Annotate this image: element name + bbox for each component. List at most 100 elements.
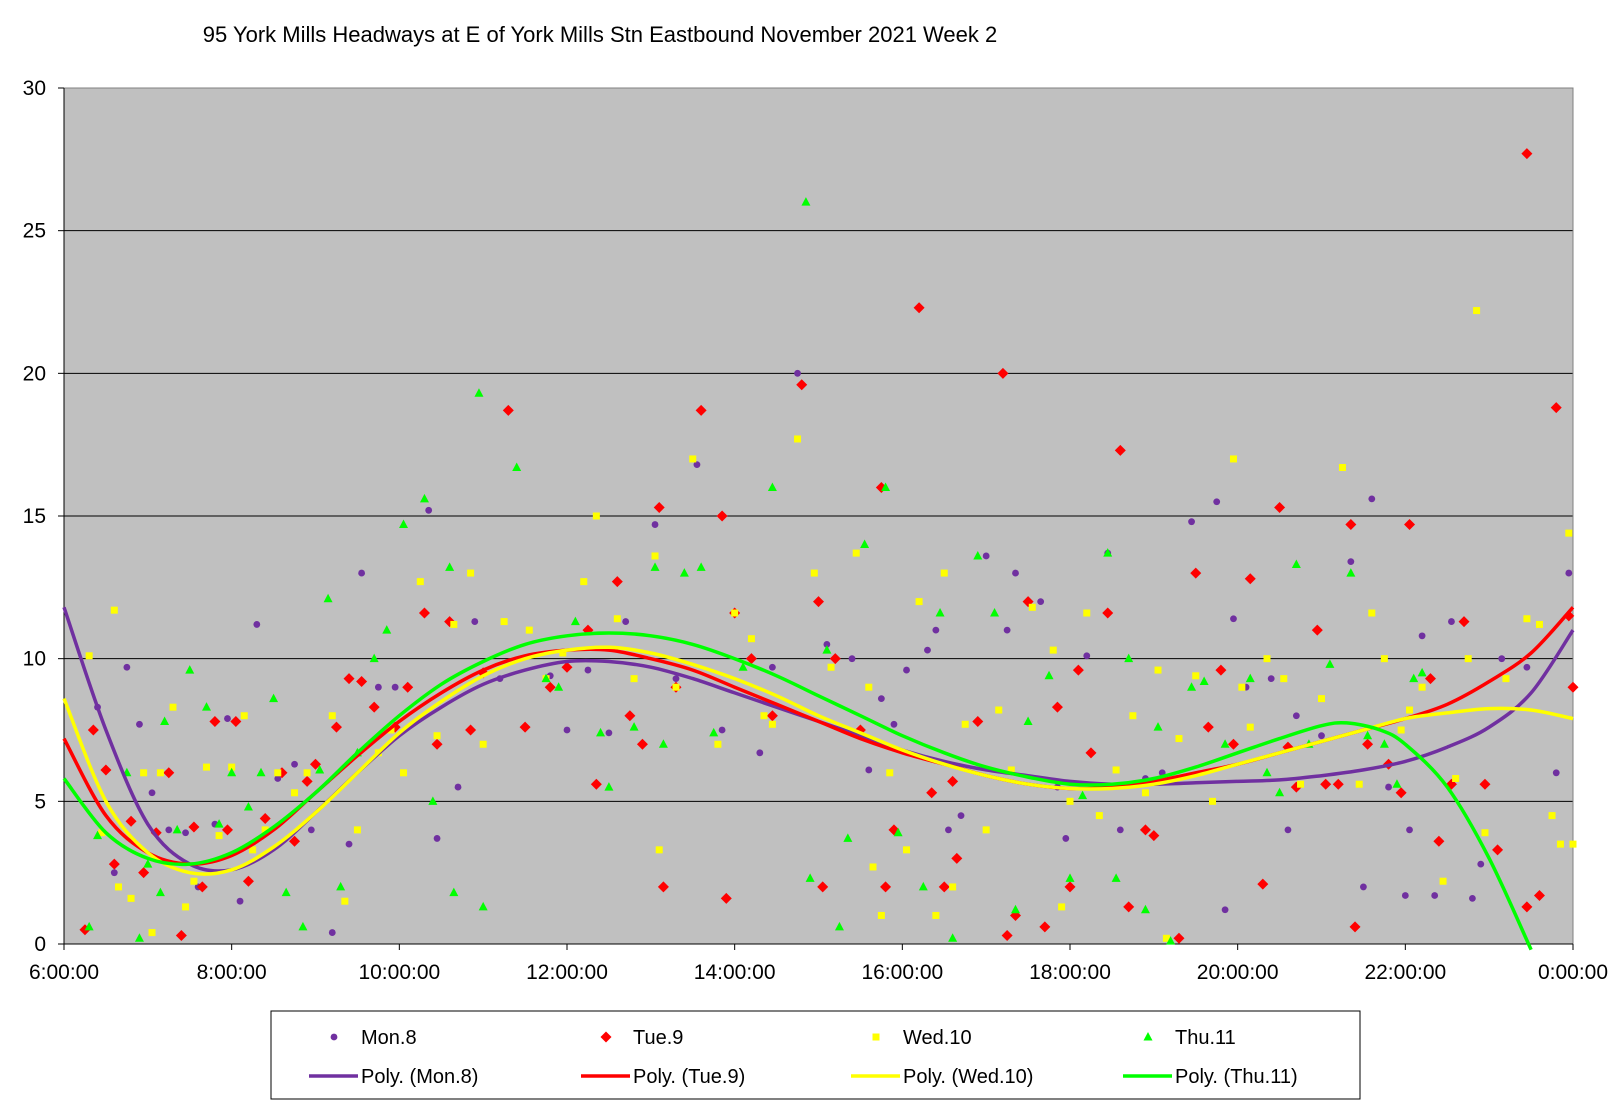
data-point [227,767,237,777]
data-point [228,763,236,771]
data-point [1284,826,1292,834]
data-point [1280,675,1288,683]
data-point [433,732,441,740]
data-point [1111,873,1121,882]
data-point [1523,615,1531,623]
data-point [766,710,778,722]
data-point [886,769,894,777]
data-point [541,673,551,683]
data-point [1362,738,1374,750]
data-point [544,681,556,693]
data-point [695,404,707,416]
data-point [1431,892,1439,899]
data-point [881,482,891,491]
data-point [155,887,165,897]
data-point [1154,666,1162,674]
data-point [657,881,669,893]
data-point [973,550,983,560]
data-point [1424,673,1436,685]
legend-label: Poly. (Thu.11) [1175,1066,1298,1088]
data-point [328,712,336,720]
data-point [1049,646,1057,654]
data-point [298,921,308,931]
data-point [630,675,638,683]
data-point [877,695,885,703]
data-point [221,824,233,836]
data-point [519,721,531,733]
data-point [611,576,623,588]
legend-label: Poly. (Mon.8) [361,1066,478,1088]
data-point [890,720,898,728]
legend-marker [330,1033,338,1041]
data-point [1417,667,1427,677]
data-point [951,852,963,864]
data-point [718,726,726,734]
trendline-Poly. (Thu.11) [62,631,1533,951]
data-point [1011,904,1021,914]
data-point [93,830,103,840]
data-point [1238,683,1246,691]
data-point [1263,655,1271,663]
data-point [259,812,271,824]
data-point [148,789,156,797]
data-point [805,873,815,882]
data-point [358,569,366,577]
data-point [636,738,648,750]
data-point [554,682,564,691]
y-tick-label: 0 [34,933,46,956]
data-point [110,869,118,877]
data-point [1481,829,1489,837]
data-point [1257,878,1269,890]
trendline-Poly. (Wed.10) [62,645,1574,876]
data-point [1148,830,1160,842]
data-point [949,883,957,891]
data-point [399,519,409,529]
data-point [1498,655,1506,663]
data-point [1072,664,1084,676]
data-point [1230,615,1237,623]
data-point [242,875,254,887]
data-point [658,739,668,748]
data-point [1406,826,1413,834]
data-point [450,620,458,628]
legend-marker [600,1031,612,1043]
data-point [796,379,808,391]
data-point [801,197,811,206]
data-point [1397,726,1405,734]
data-point [249,846,257,854]
data-point [1187,682,1197,691]
data-point [624,710,636,722]
x-tick-label: 16:00:00 [861,961,943,984]
data-point [655,846,663,854]
data-point [1267,675,1275,683]
data-point [1001,929,1013,941]
data-point [1550,402,1562,414]
data-point [1548,812,1556,820]
data-point [479,740,487,748]
data-point [98,829,106,837]
data-point [328,929,336,936]
data-point [1123,901,1135,913]
data-point [997,367,1009,379]
data-point [209,715,221,727]
data-point [336,881,346,891]
data-point [1406,706,1414,714]
data-point [431,738,443,750]
data-point [1318,695,1325,703]
legend-box [270,1010,1361,1100]
data-point [1349,921,1361,933]
data-point [454,783,462,791]
x-tick-label: 18:00:00 [1029,961,1111,984]
data-point [307,826,315,834]
data-point [827,663,835,671]
data-point [1458,616,1470,628]
data-point [1007,766,1015,774]
data-point [1192,672,1200,680]
data-point [433,835,441,842]
data-point [163,767,175,779]
data-point [1166,936,1176,945]
data-point [1220,739,1230,748]
data-point [1062,835,1070,842]
data-point [926,787,938,799]
